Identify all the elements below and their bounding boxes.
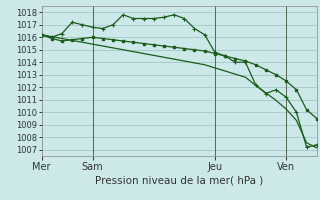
X-axis label: Pression niveau de la mer( hPa ): Pression niveau de la mer( hPa )	[95, 176, 263, 186]
